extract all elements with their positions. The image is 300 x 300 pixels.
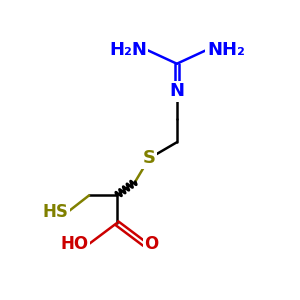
Text: O: O xyxy=(145,235,159,253)
Text: NH₂: NH₂ xyxy=(207,41,245,59)
Text: N: N xyxy=(169,82,184,100)
Text: HO: HO xyxy=(61,235,89,253)
Text: S: S xyxy=(142,149,156,167)
Text: HS: HS xyxy=(42,202,68,220)
Text: H₂N: H₂N xyxy=(109,41,147,59)
